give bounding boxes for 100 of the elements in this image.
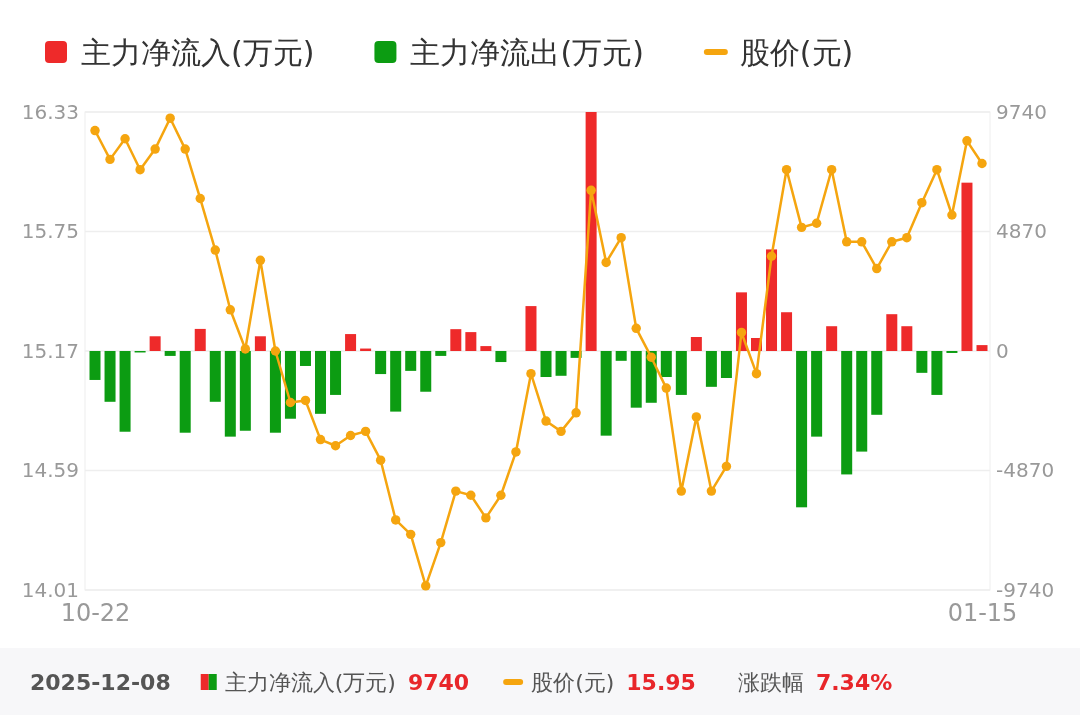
- point: [676, 486, 687, 496]
- y2-tick-label: -4870: [996, 458, 1055, 483]
- bar: [390, 351, 402, 412]
- point: [631, 323, 641, 334]
- bar: [299, 351, 311, 366]
- point: [105, 154, 115, 165]
- point: [616, 232, 626, 243]
- bar: [194, 328, 206, 351]
- point: [902, 232, 912, 243]
- point: [811, 218, 822, 228]
- bar: [871, 351, 883, 415]
- x-tick-label: 10-22: [60, 599, 131, 628]
- bar: [405, 351, 417, 371]
- point: [857, 237, 867, 247]
- y-tick-label: 15.75: [21, 219, 79, 244]
- text: 2025-12-08: [30, 670, 171, 695]
- legend-label: 股价(元): [739, 35, 854, 70]
- bar: [961, 182, 973, 351]
- bar: [224, 351, 236, 437]
- bar: [119, 351, 131, 432]
- bar: [375, 351, 387, 375]
- point: [345, 430, 356, 441]
- point: [466, 490, 476, 500]
- point: [691, 412, 702, 422]
- bar: [841, 351, 853, 475]
- bar: [615, 351, 627, 361]
- bar: [480, 346, 492, 351]
- y2-tick-label: 0: [996, 338, 1009, 363]
- point: [285, 397, 296, 408]
- point: [496, 490, 506, 500]
- point: [240, 344, 251, 354]
- point: [721, 461, 732, 472]
- bar: [435, 351, 447, 356]
- point: [390, 515, 401, 525]
- bar: [720, 351, 732, 378]
- bar: [660, 351, 672, 378]
- bar: [600, 351, 612, 436]
- bar: [345, 334, 357, 351]
- text: 7.34%: [815, 670, 893, 695]
- text: 主力净流入(万元): [224, 670, 396, 695]
- point: [165, 113, 175, 123]
- bar: [916, 351, 928, 373]
- y-tick-label: 14.01: [21, 577, 79, 602]
- bar: [149, 336, 161, 351]
- bar: [330, 351, 342, 395]
- point: [751, 368, 762, 379]
- point: [706, 486, 717, 496]
- point: [120, 134, 130, 144]
- bar: [209, 351, 221, 402]
- point: [796, 222, 807, 233]
- bar: [675, 351, 687, 395]
- bar: [901, 326, 913, 351]
- point: [962, 136, 972, 146]
- point: [270, 346, 281, 356]
- bar: [239, 351, 251, 431]
- point: [451, 486, 461, 496]
- point: [826, 164, 837, 175]
- point: [932, 164, 942, 175]
- bar: [315, 351, 327, 414]
- bar: [781, 312, 793, 351]
- bar: [856, 351, 868, 452]
- legend-label: 主力净流入(万元): [81, 35, 315, 70]
- point: [887, 237, 897, 247]
- y-tick-label: 14.59: [21, 458, 79, 483]
- point: [766, 251, 777, 261]
- point: [646, 352, 656, 362]
- point: [736, 327, 747, 338]
- point: [526, 368, 536, 379]
- bar: [796, 351, 808, 508]
- y2-tick-label: -9740: [996, 577, 1055, 602]
- text: 9740: [407, 670, 470, 695]
- point: [436, 537, 446, 548]
- point: [330, 441, 341, 451]
- point: [511, 447, 521, 457]
- bar: [495, 351, 507, 363]
- y-tick-label: 16.33: [21, 99, 79, 124]
- point: [541, 416, 551, 426]
- bar: [89, 351, 101, 380]
- bar: [269, 351, 281, 433]
- point: [781, 164, 792, 175]
- point: [601, 257, 611, 268]
- point: [375, 455, 386, 465]
- point: [405, 529, 416, 540]
- point: [90, 125, 100, 136]
- bar: [540, 351, 552, 378]
- point: [571, 408, 581, 418]
- x-tick-label: 01-15: [947, 599, 1018, 628]
- bar: [450, 329, 462, 351]
- point: [917, 197, 927, 208]
- y2-tick-label: 4870: [996, 219, 1047, 244]
- bar: [976, 345, 988, 351]
- point: [421, 581, 431, 591]
- point: [180, 144, 190, 154]
- bar: [104, 351, 116, 402]
- point: [977, 158, 987, 169]
- bar: [630, 351, 642, 408]
- point: [841, 237, 852, 247]
- bar: [886, 314, 898, 351]
- bar: [525, 306, 537, 351]
- legend-label: 主力净流出(万元): [410, 35, 644, 70]
